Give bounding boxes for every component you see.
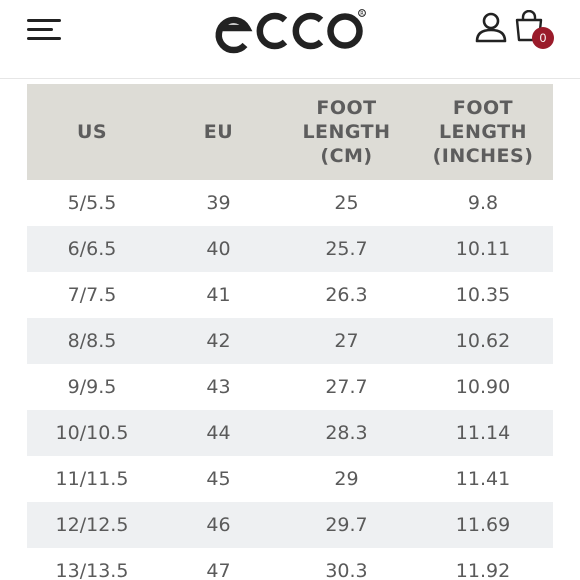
table-row: 7/7.5 41 26.3 10.35 xyxy=(27,272,553,318)
cell-us: 7/7.5 xyxy=(27,272,157,318)
cell-cm: 25.7 xyxy=(280,226,413,272)
column-header-us: US xyxy=(27,84,157,180)
user-icon[interactable] xyxy=(474,12,508,44)
cell-us: 8/8.5 xyxy=(27,318,157,364)
cell-eu: 40 xyxy=(157,226,280,272)
table-row: 13/13.5 47 30.3 11.92 xyxy=(27,548,553,580)
table-row: 9/9.5 43 27.7 10.90 xyxy=(27,364,553,410)
column-header-foot-length-inches: FOOT LENGTH (INCHES) xyxy=(413,84,553,180)
cell-eu: 43 xyxy=(157,364,280,410)
column-header-eu: EU xyxy=(157,84,280,180)
cell-us: 5/5.5 xyxy=(27,180,157,226)
cell-eu: 45 xyxy=(157,456,280,502)
cell-us: 12/12.5 xyxy=(27,502,157,548)
cell-inches: 11.41 xyxy=(413,456,553,502)
cell-cm: 25 xyxy=(280,180,413,226)
table-header-row: US EU FOOT LENGTH (CM) FOOT LENGTH (INCH… xyxy=(27,84,553,180)
cell-cm: 27.7 xyxy=(280,364,413,410)
table-row: 12/12.5 46 29.7 11.69 xyxy=(27,502,553,548)
table-row: 5/5.5 39 25 9.8 xyxy=(27,180,553,226)
cart-count-badge: 0 xyxy=(532,27,554,49)
cell-eu: 47 xyxy=(157,548,280,580)
cell-us: 11/11.5 xyxy=(27,456,157,502)
cell-cm: 28.3 xyxy=(280,410,413,456)
brand-logo[interactable]: R xyxy=(213,6,373,54)
column-header-foot-length-cm-label: FOOT LENGTH (CM) xyxy=(302,97,391,167)
cell-us: 13/13.5 xyxy=(27,548,157,580)
cell-eu: 46 xyxy=(157,502,280,548)
svg-text:R: R xyxy=(360,11,364,17)
shopping-bag-icon[interactable]: 0 xyxy=(514,10,558,52)
cell-inches: 10.90 xyxy=(413,364,553,410)
cell-cm: 26.3 xyxy=(280,272,413,318)
cell-us: 6/6.5 xyxy=(27,226,157,272)
table-row: 8/8.5 42 27 10.62 xyxy=(27,318,553,364)
cell-cm: 30.3 xyxy=(280,548,413,580)
table-row: 10/10.5 44 28.3 11.14 xyxy=(27,410,553,456)
cell-inches: 11.92 xyxy=(413,548,553,580)
cell-us: 9/9.5 xyxy=(27,364,157,410)
cell-inches: 10.11 xyxy=(413,226,553,272)
cell-inches: 10.62 xyxy=(413,318,553,364)
cell-eu: 42 xyxy=(157,318,280,364)
site-header: R 0 xyxy=(0,0,580,79)
hamburger-menu-icon[interactable] xyxy=(27,18,63,42)
table-row: 11/11.5 45 29 11.41 xyxy=(27,456,553,502)
cell-eu: 41 xyxy=(157,272,280,318)
column-header-foot-length-inches-label: FOOT LENGTH (INCHES) xyxy=(432,97,534,167)
column-header-foot-length-cm: FOOT LENGTH (CM) xyxy=(280,84,413,180)
cell-inches: 10.35 xyxy=(413,272,553,318)
cell-cm: 29 xyxy=(280,456,413,502)
cell-eu: 44 xyxy=(157,410,280,456)
cell-inches: 11.14 xyxy=(413,410,553,456)
cell-eu: 39 xyxy=(157,180,280,226)
size-conversion-table: US EU FOOT LENGTH (CM) FOOT LENGTH (INCH… xyxy=(27,84,553,580)
cell-us: 10/10.5 xyxy=(27,410,157,456)
table-row: 6/6.5 40 25.7 10.11 xyxy=(27,226,553,272)
cell-inches: 11.69 xyxy=(413,502,553,548)
cell-cm: 27 xyxy=(280,318,413,364)
cell-inches: 9.8 xyxy=(413,180,553,226)
cell-cm: 29.7 xyxy=(280,502,413,548)
